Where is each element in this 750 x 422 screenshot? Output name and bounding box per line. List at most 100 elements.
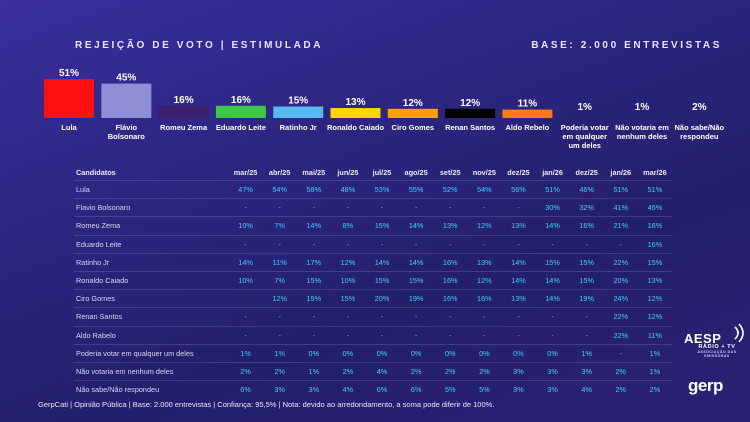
category-label: Ronaldo Caiado [327, 123, 385, 132]
table-row: Romeu Zema 10% 7% 14% 8% 15% 14% 13% 12% 13% 14% 16… [74, 216, 672, 236]
table-cell: 0% [433, 343, 468, 363]
candidate-name: Lula [74, 179, 229, 199]
table-cell: 12% [637, 307, 672, 326]
table-cell: 32% [569, 198, 604, 217]
aesp-logo-tag: ASSOCIAÇÃO DAS EMISSORAS [697, 350, 737, 358]
table-cell: 15% [364, 270, 400, 290]
table-cell: - [296, 325, 331, 345]
table-cell: 47% [228, 179, 263, 199]
bar [101, 83, 152, 118]
table-cell: - [569, 325, 604, 345]
table-cell: 15% [364, 216, 400, 236]
table-cell: 10% [228, 216, 263, 236]
table-cell: 15% [399, 270, 434, 290]
category-label: Poderia votar [561, 123, 609, 132]
table-cell: 11% [262, 252, 297, 272]
table-cell: - [399, 325, 434, 345]
candidate-name: Não sabe/Não respondeu [74, 380, 229, 399]
table-cell: 2% [467, 361, 502, 381]
category-label: Lula [61, 123, 77, 132]
table-cell: 3% [569, 361, 604, 381]
table-cell: 14% [228, 252, 263, 272]
table-cell: 52% [433, 179, 468, 199]
aesp-logo-sub: RÁDIO + TV [698, 344, 736, 350]
aesp-logo-text: AESP [684, 331, 722, 346]
bar [387, 108, 438, 118]
table-cell: - [296, 307, 331, 326]
table-cell: 16% [433, 270, 468, 290]
table-cell: 13% [467, 252, 502, 272]
table-cell: 4% [364, 361, 400, 381]
table-cell: 7% [262, 270, 297, 290]
table-cell: 0% [330, 343, 365, 363]
table-cell: 13% [501, 289, 536, 308]
table-cell: - [603, 234, 638, 254]
table-cell: 22% [603, 252, 638, 272]
table-cell: - [364, 325, 400, 345]
gerp-logo: gerp [688, 376, 723, 395]
chart-title: REJEIÇÃO DE VOTO | ESTIMULADA [75, 40, 324, 51]
table-cell: 16% [569, 216, 604, 236]
category-label: Ratinho Jr [280, 123, 317, 132]
aesp-logo: AESP RÁDIO + TV ASSOCIAÇÃO DAS EMISSORAS [684, 331, 750, 358]
table-cell: - [330, 307, 365, 326]
table-cell: 14% [501, 270, 536, 290]
table-cell: 22% [603, 325, 638, 345]
table-cell: 1% [296, 361, 331, 381]
table-cell: - [569, 234, 604, 254]
bar [502, 109, 553, 118]
candidate-name: Ronaldo Caiado [74, 270, 229, 290]
table-cell: 12% [262, 289, 297, 308]
table-cell: 16% [433, 252, 468, 272]
table-row: Ronaldo Caiado 10% 7% 15% 10% 15% 15% 16% 12% 14%… [74, 270, 672, 290]
table-cell: 0% [399, 343, 434, 363]
table-cell: 14% [501, 252, 536, 272]
candidate-name: Ratinho Jr [74, 252, 229, 272]
table-cell: 0% [296, 343, 331, 363]
table-cell: 2% [330, 361, 365, 381]
table-cell: - [569, 307, 604, 326]
table-cell: 16% [637, 234, 672, 254]
table-cell: - [330, 234, 365, 254]
table-cell: 2% [228, 361, 263, 381]
table-cell: 12% [467, 216, 502, 236]
table-cell: 2% [603, 361, 638, 381]
category-label: Romeu Zema [160, 123, 208, 132]
bar-value-label: 11% [518, 99, 538, 110]
candidate-name: Poderia votar em qualquer um deles [74, 343, 229, 363]
table-cell: 3% [535, 361, 570, 381]
column-header-date: ago/25 [404, 167, 428, 177]
category-label: nenhum deles [617, 132, 667, 141]
table-cell: 3% [535, 380, 570, 399]
bar [330, 108, 381, 118]
table-cell: - [399, 234, 434, 254]
column-header-date: jan/26 [610, 167, 632, 177]
table-cell: 20% [603, 270, 638, 290]
table-cell: 21% [603, 216, 638, 236]
table-cell: - [262, 307, 297, 326]
table-cell: 45% [637, 198, 672, 217]
table-cell: 2% [603, 380, 638, 399]
table-cell: 14% [399, 216, 434, 236]
table-cell: 24% [603, 289, 638, 308]
table-cell: 4% [330, 380, 365, 399]
table-row: Ciro Gomes 12% 19% 15% 20% 19% 16% 16% 13% 14% 19%… [74, 289, 672, 308]
table-cell: - [433, 325, 468, 345]
table-cell: 12% [637, 289, 672, 308]
category-label: Ciro Gomes [392, 123, 435, 132]
category-label: Aldo Rebelo [506, 123, 550, 132]
bar-value-label: 15% [288, 96, 308, 107]
table-cell: 54% [262, 179, 297, 199]
table-cell: 15% [296, 270, 331, 290]
table-row: Lula 47% 54% 58% 48% 53% 55% 52% 54% 56% 51% 46% 51%… [74, 179, 672, 199]
table-cell: - [262, 234, 297, 254]
table-cell: 0% [501, 343, 536, 363]
column-header-date: set/25 [439, 167, 461, 177]
table-cell: - [228, 234, 263, 254]
table-cell: - [364, 234, 400, 254]
bar [158, 105, 209, 118]
candidate-name: Aldo Rabelo [74, 325, 229, 345]
table-cell: - [433, 307, 468, 326]
bar-value-label: 1% [635, 102, 650, 113]
